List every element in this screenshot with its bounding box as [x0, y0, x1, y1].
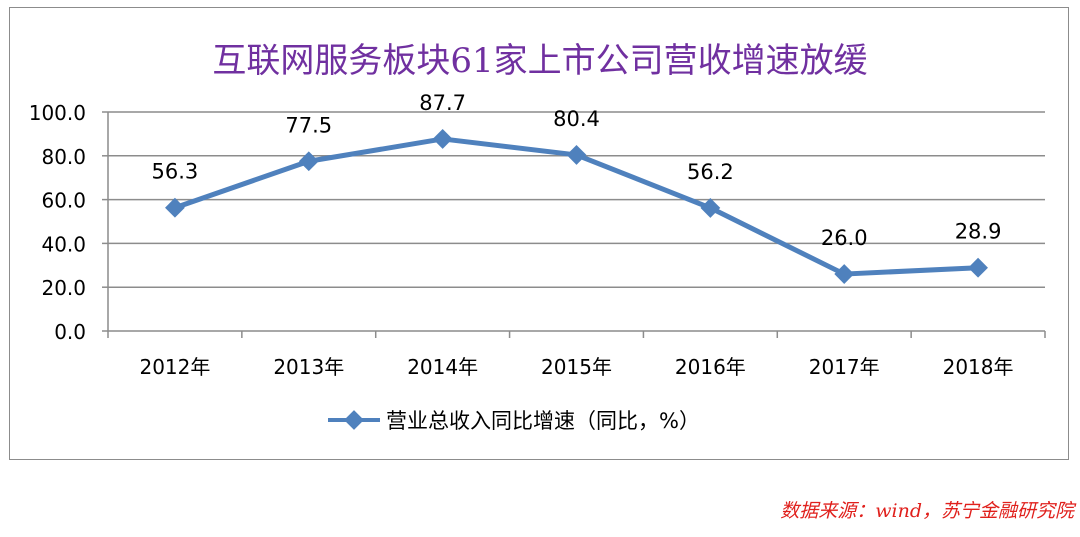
y-tick-label: 0.0	[54, 320, 86, 344]
data-labels: 56.3 77.5 87.7 80.4 56.2 26.0 28.9	[152, 91, 1002, 250]
source-note: 数据来源：wind，苏宁金融研究院	[780, 500, 1074, 522]
data-point-marker	[968, 257, 988, 278]
legend-marker	[344, 410, 364, 430]
y-axis-ticks: 0.0 20.0 40.0 60.0 80.0 100.0	[29, 101, 86, 344]
series-line-group	[165, 129, 988, 284]
x-tick-label: 2015年	[541, 355, 612, 379]
y-tick-label: 60.0	[41, 189, 86, 213]
data-label: 56.3	[152, 160, 199, 184]
y-tick-label: 80.0	[41, 145, 86, 169]
data-point-marker	[700, 198, 721, 218]
axes	[102, 111, 1046, 338]
data-label: 87.7	[419, 91, 466, 115]
y-tick-label: 20.0	[41, 276, 86, 300]
gridlines	[108, 111, 1045, 288]
data-label: 28.9	[955, 220, 1002, 244]
data-label: 56.2	[687, 160, 734, 184]
x-tick-label: 2013年	[273, 355, 344, 379]
x-tick-label: 2012年	[139, 355, 210, 379]
x-tick-label: 2017年	[809, 355, 880, 379]
legend-label: 营业总收入同比增速（同比，%）	[386, 409, 700, 433]
data-point-marker	[566, 145, 587, 165]
x-axis-ticks: 2012年 2013年 2014年 2015年 2016年 2017年 2018年	[139, 355, 1013, 379]
data-label: 26.0	[821, 226, 868, 250]
data-point-marker	[298, 151, 319, 172]
y-tick-label: 100.0	[29, 101, 86, 125]
data-label: 80.4	[553, 107, 600, 131]
chart-frame	[9, 7, 1069, 460]
legend: 营业总收入同比增速（同比，%）	[328, 409, 700, 433]
data-point-marker	[834, 264, 855, 284]
y-tick-label: 40.0	[41, 232, 86, 256]
x-tick-label: 2016年	[675, 355, 746, 379]
x-tick-label: 2014年	[407, 355, 478, 379]
data-point-marker	[432, 129, 453, 149]
data-label: 77.5	[285, 113, 332, 137]
data-point-marker	[165, 197, 185, 218]
chart-title: 互联网服务板块61家上市公司营收增速放缓	[212, 41, 867, 81]
x-tick-label: 2018年	[943, 355, 1014, 379]
